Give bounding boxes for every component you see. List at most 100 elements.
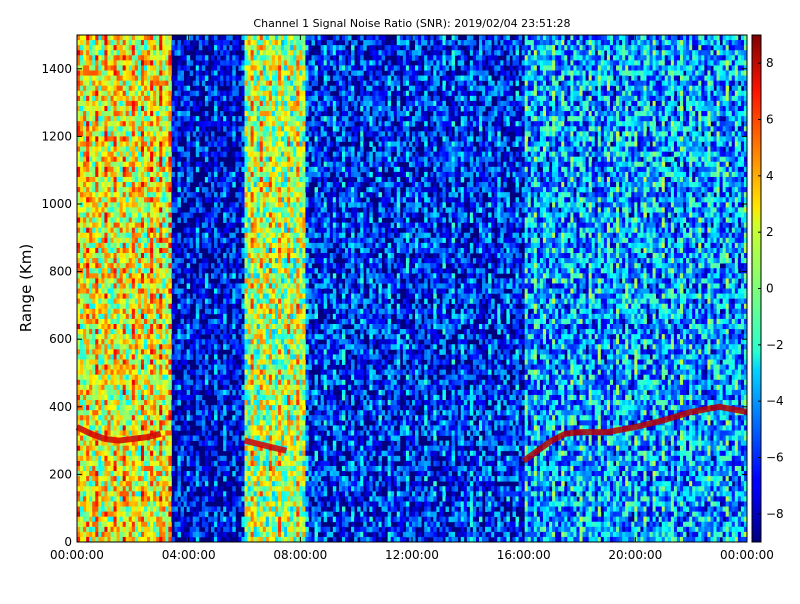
heatmap-cell: [122, 521, 127, 528]
heatmap-cell: [204, 339, 209, 345]
heatmap-cell: [168, 121, 172, 127]
heatmap-cell: [107, 511, 111, 518]
heatmap-cell: [101, 156, 105, 163]
heatmap-cell: [207, 217, 212, 223]
heatmap-cell: [80, 394, 84, 401]
heatmap-cell: [150, 35, 154, 41]
heatmap-cell: [211, 440, 215, 447]
heatmap-cell: [147, 111, 151, 117]
heatmap-cell: [150, 283, 154, 289]
heatmap-cell: [137, 318, 142, 325]
heatmap-cell: [223, 268, 227, 274]
heatmap-cell: [204, 35, 209, 41]
heatmap-cell: [122, 496, 127, 502]
heatmap-cell: [104, 90, 108, 97]
heatmap-cell: [92, 60, 96, 66]
heatmap-cell: [110, 222, 114, 229]
heatmap-cell: [128, 511, 133, 518]
heatmap-cell: [107, 501, 111, 507]
heatmap-cell: [83, 501, 87, 507]
heatmap-cell: [131, 425, 136, 431]
heatmap-cell: [198, 268, 203, 274]
heatmap-cell: [186, 298, 191, 305]
heatmap-cell: [162, 506, 166, 512]
heatmap-cell: [89, 506, 93, 512]
heatmap-cell: [217, 263, 221, 269]
heatmap-cell: [147, 45, 151, 51]
heatmap-cell: [168, 182, 172, 188]
heatmap-cell: [101, 400, 105, 406]
heatmap-cell: [113, 85, 117, 92]
heatmap-cell: [80, 506, 84, 512]
heatmap-cell: [247, 121, 251, 127]
heatmap-cell: [147, 187, 151, 193]
heatmap-cell: [98, 156, 102, 163]
heatmap-cell: [107, 283, 111, 289]
heatmap-cell: [83, 308, 87, 315]
heatmap-cell: [165, 232, 169, 239]
heatmap-cell: [77, 141, 81, 147]
heatmap-cell: [101, 369, 105, 376]
heatmap-cell: [247, 217, 251, 223]
heatmap-cell: [107, 95, 111, 102]
heatmap-cell: [244, 344, 248, 350]
heatmap-cell: [220, 45, 224, 51]
heatmap-cell: [125, 136, 130, 142]
heatmap-cell: [125, 227, 130, 234]
heatmap-cell: [159, 349, 163, 355]
heatmap-cell: [247, 420, 251, 426]
heatmap-cell: [250, 511, 255, 518]
heatmap-cell: [134, 318, 139, 325]
heatmap-cell: [165, 410, 169, 416]
heatmap-cell: [116, 65, 121, 71]
heatmap-cell: [86, 486, 90, 492]
heatmap-cell: [77, 253, 81, 259]
heatmap-cell: [244, 258, 248, 264]
heatmap-cell: [198, 531, 203, 538]
heatmap-cell: [256, 222, 261, 229]
heatmap-cell: [162, 253, 166, 259]
heatmap-cell: [232, 242, 236, 249]
heatmap-cell: [244, 394, 248, 401]
heatmap-cell: [80, 65, 84, 71]
heatmap-cell: [226, 471, 230, 477]
heatmap-cell: [153, 465, 157, 472]
heatmap-cell: [140, 80, 145, 87]
heatmap-cell: [211, 136, 215, 142]
heatmap-cell: [250, 486, 255, 492]
heatmap-cell: [156, 364, 160, 371]
heatmap-cell: [89, 415, 93, 421]
heatmap-cell: [223, 531, 227, 538]
heatmap-cell: [235, 283, 239, 289]
heatmap-cell: [220, 318, 224, 325]
heatmap-cell: [156, 116, 160, 122]
heatmap-cell: [116, 100, 121, 107]
heatmap-cell: [101, 334, 105, 340]
heatmap-cell: [220, 531, 224, 538]
heatmap-cell: [153, 50, 157, 56]
heatmap-cell: [116, 95, 121, 102]
heatmap-cell: [134, 35, 139, 41]
heatmap-cell: [150, 476, 154, 482]
heatmap-cell: [244, 166, 248, 173]
heatmap-cell: [125, 90, 130, 97]
heatmap-cell: [177, 501, 181, 507]
heatmap-cell: [131, 247, 136, 254]
heatmap-cell: [116, 374, 121, 381]
heatmap-cell: [256, 207, 261, 213]
heatmap-cell: [119, 187, 124, 193]
heatmap-cell: [113, 121, 117, 127]
heatmap-cell: [220, 308, 224, 315]
heatmap-cell: [253, 318, 258, 325]
heatmap-cell: [92, 415, 96, 421]
heatmap-cell: [80, 303, 84, 310]
heatmap-cell: [220, 364, 224, 371]
heatmap-cell: [122, 283, 127, 289]
heatmap-cell: [92, 45, 96, 51]
heatmap-cell: [110, 247, 114, 254]
heatmap-cell: [119, 222, 124, 229]
heatmap-cell: [156, 455, 160, 462]
heatmap-cell: [89, 516, 93, 523]
heatmap-cell: [131, 197, 136, 203]
heatmap-cell: [89, 232, 93, 239]
